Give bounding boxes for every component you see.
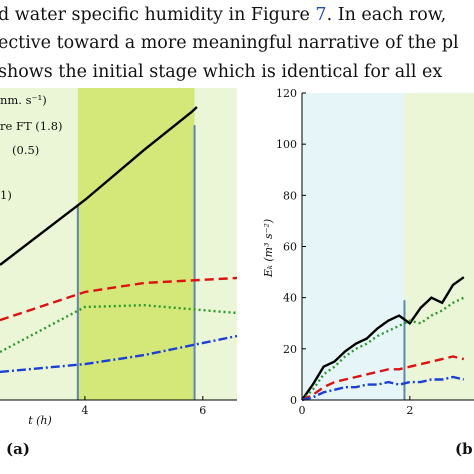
- x-tick-label: 2: [406, 404, 413, 417]
- series-line: [301, 375, 465, 402]
- series-line: [301, 276, 465, 401]
- legend-entry: 1): [0, 188, 12, 202]
- y-tick-label: 60: [283, 241, 297, 254]
- y-tick-label: 20: [283, 343, 297, 356]
- shaded-band: [77, 88, 195, 400]
- y-tick-label: 0: [290, 394, 297, 407]
- body-text-line: ective toward a more meaningful narrativ…: [0, 33, 459, 53]
- text-run: d water specific humidity in Figure: [0, 5, 315, 25]
- y-tick-label: 120: [276, 87, 297, 100]
- legend-entry: (0.5): [12, 143, 39, 157]
- y-tick-label: 40: [283, 292, 297, 305]
- text-run: . In each row,: [327, 5, 447, 25]
- body-text-line: d water specific humidity in Figure 7. I…: [0, 5, 446, 25]
- legend-title: nm. s⁻¹): [0, 93, 47, 107]
- series-line: [0, 106, 198, 266]
- series-line: [0, 276, 238, 322]
- panel-label: (b: [455, 440, 473, 458]
- x-tick-label: 6: [199, 404, 206, 417]
- x-tick-label: 0: [299, 404, 306, 417]
- text-run: shows the initial stage which is identic…: [0, 62, 442, 82]
- body-text-line: shows the initial stage which is identic…: [0, 62, 442, 82]
- text-run: ective toward a more meaningful narrativ…: [0, 33, 459, 53]
- x-tick-label: 4: [81, 404, 88, 417]
- shaded-band: [404, 93, 474, 400]
- panel-label: (a): [6, 440, 30, 458]
- y-tick-label: 100: [276, 138, 297, 151]
- legend-entry: re FT (1.8): [0, 119, 63, 133]
- figure-ref: 7: [315, 5, 326, 25]
- y-axis-label: Eₖ (m³ s⁻²): [262, 219, 275, 278]
- series-line: [0, 303, 238, 354]
- y-tick-label: 80: [283, 189, 297, 202]
- series-line: [0, 334, 238, 374]
- x-axis-label: t (h): [28, 414, 52, 427]
- series-line: [301, 355, 465, 402]
- shaded-band: [302, 93, 405, 400]
- series-line: [301, 296, 465, 401]
